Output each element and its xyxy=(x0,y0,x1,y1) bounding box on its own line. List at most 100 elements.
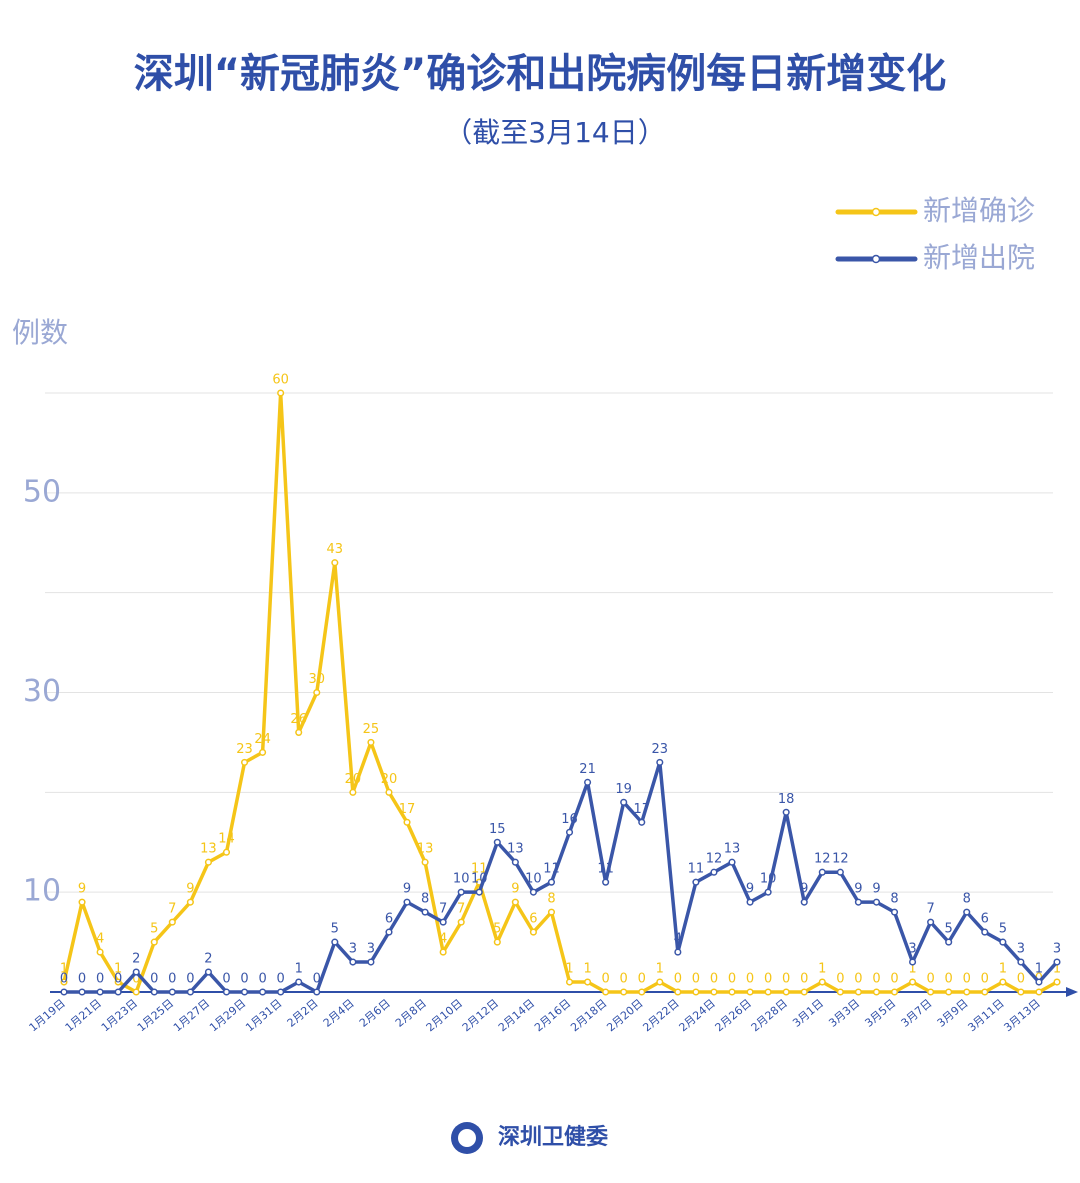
point xyxy=(872,988,881,996)
point xyxy=(403,818,411,826)
point xyxy=(277,988,285,996)
point xyxy=(132,988,140,996)
data-label: 9 xyxy=(186,882,194,897)
point xyxy=(638,818,646,826)
data-label: 0 xyxy=(872,972,880,987)
data-label: 18 xyxy=(778,792,795,807)
point xyxy=(999,938,1007,946)
data-label: 6 xyxy=(385,912,393,927)
data-label: 19 xyxy=(615,782,632,797)
point xyxy=(836,988,844,996)
point xyxy=(204,968,212,976)
point xyxy=(78,898,86,906)
point xyxy=(764,988,772,996)
x-tick-label: 3月13日 xyxy=(1002,997,1043,1035)
point xyxy=(222,848,231,856)
point xyxy=(511,898,519,906)
data-label: 9 xyxy=(403,882,411,897)
point xyxy=(240,988,249,996)
point xyxy=(475,888,483,896)
data-label: 0 xyxy=(60,972,68,987)
point xyxy=(349,788,357,796)
point xyxy=(945,938,953,946)
x-tick-label: 2月22日 xyxy=(640,997,681,1035)
data-label: 9 xyxy=(872,882,880,897)
point xyxy=(674,948,682,956)
point xyxy=(259,748,267,756)
data-label: 26 xyxy=(290,712,307,727)
data-label: 0 xyxy=(692,972,700,987)
data-label: 4 xyxy=(439,932,447,947)
data-label: 0 xyxy=(258,972,266,987)
point xyxy=(818,868,826,876)
x-tick-label: 1月27日 xyxy=(171,997,212,1035)
data-label: 13 xyxy=(417,842,434,857)
data-label: 1 xyxy=(114,962,122,977)
data-label: 0 xyxy=(168,972,176,987)
data-label: 21 xyxy=(579,762,596,777)
data-label: 0 xyxy=(78,972,86,987)
x-tick-label: 2月24日 xyxy=(677,997,718,1035)
data-label: 20 xyxy=(345,772,362,787)
point xyxy=(818,978,826,986)
x-tick-label: 2月18日 xyxy=(568,997,609,1035)
point xyxy=(927,918,935,926)
data-label: 7 xyxy=(168,902,176,917)
data-label: 9 xyxy=(854,882,862,897)
point xyxy=(565,828,574,836)
x-tick-label: 3月1日 xyxy=(790,997,826,1030)
point xyxy=(927,988,935,996)
data-label: 0 xyxy=(186,972,194,987)
x-tick-label: 2月28日 xyxy=(749,997,790,1035)
point xyxy=(782,988,790,996)
data-label: 10 xyxy=(453,872,470,887)
x-tick-label: 3月5日 xyxy=(862,997,898,1030)
y-axis-label: 例数 xyxy=(12,316,68,349)
x-tick-label: 1月25日 xyxy=(135,997,176,1035)
data-label: 2 xyxy=(204,952,212,967)
data-label: 10 xyxy=(471,872,488,887)
data-label: 43 xyxy=(327,542,344,557)
y-tick-label: 50 xyxy=(23,474,61,509)
data-label: 3 xyxy=(367,942,375,957)
data-label: 0 xyxy=(782,972,790,987)
data-label: 0 xyxy=(96,972,104,987)
point xyxy=(547,908,556,916)
footer-logo xyxy=(451,1122,483,1154)
x-tick-label: 3月3日 xyxy=(826,997,862,1030)
data-label: 0 xyxy=(132,972,140,987)
data-label: 0 xyxy=(313,972,321,987)
point xyxy=(331,559,339,567)
data-label: 2 xyxy=(132,952,140,967)
point xyxy=(385,928,393,936)
data-label: 13 xyxy=(724,842,741,857)
point xyxy=(620,798,628,806)
data-label: 12 xyxy=(706,852,723,867)
data-label: 20 xyxy=(381,772,398,787)
data-label: 0 xyxy=(926,972,934,987)
point xyxy=(277,389,285,397)
data-label: 1 xyxy=(583,962,591,977)
x-tick-label: 2月12日 xyxy=(460,997,501,1035)
point xyxy=(457,918,465,926)
point xyxy=(204,858,212,866)
point xyxy=(186,988,194,996)
point xyxy=(240,758,249,766)
point xyxy=(349,958,357,966)
data-label: 0 xyxy=(836,972,844,987)
point xyxy=(872,898,881,906)
data-label: 0 xyxy=(945,972,953,987)
point xyxy=(746,898,754,906)
point xyxy=(981,928,989,936)
x-axis-arrow xyxy=(1066,987,1078,997)
point xyxy=(728,858,736,866)
legend-label: 新增出院 xyxy=(923,241,1035,274)
point xyxy=(457,888,465,896)
point xyxy=(222,988,231,996)
point xyxy=(493,838,501,846)
data-label: 1 xyxy=(999,962,1007,977)
x-tick-label: 1月21日 xyxy=(63,997,104,1035)
point xyxy=(620,988,628,996)
data-label: 1 xyxy=(1035,962,1043,977)
point xyxy=(403,898,411,906)
